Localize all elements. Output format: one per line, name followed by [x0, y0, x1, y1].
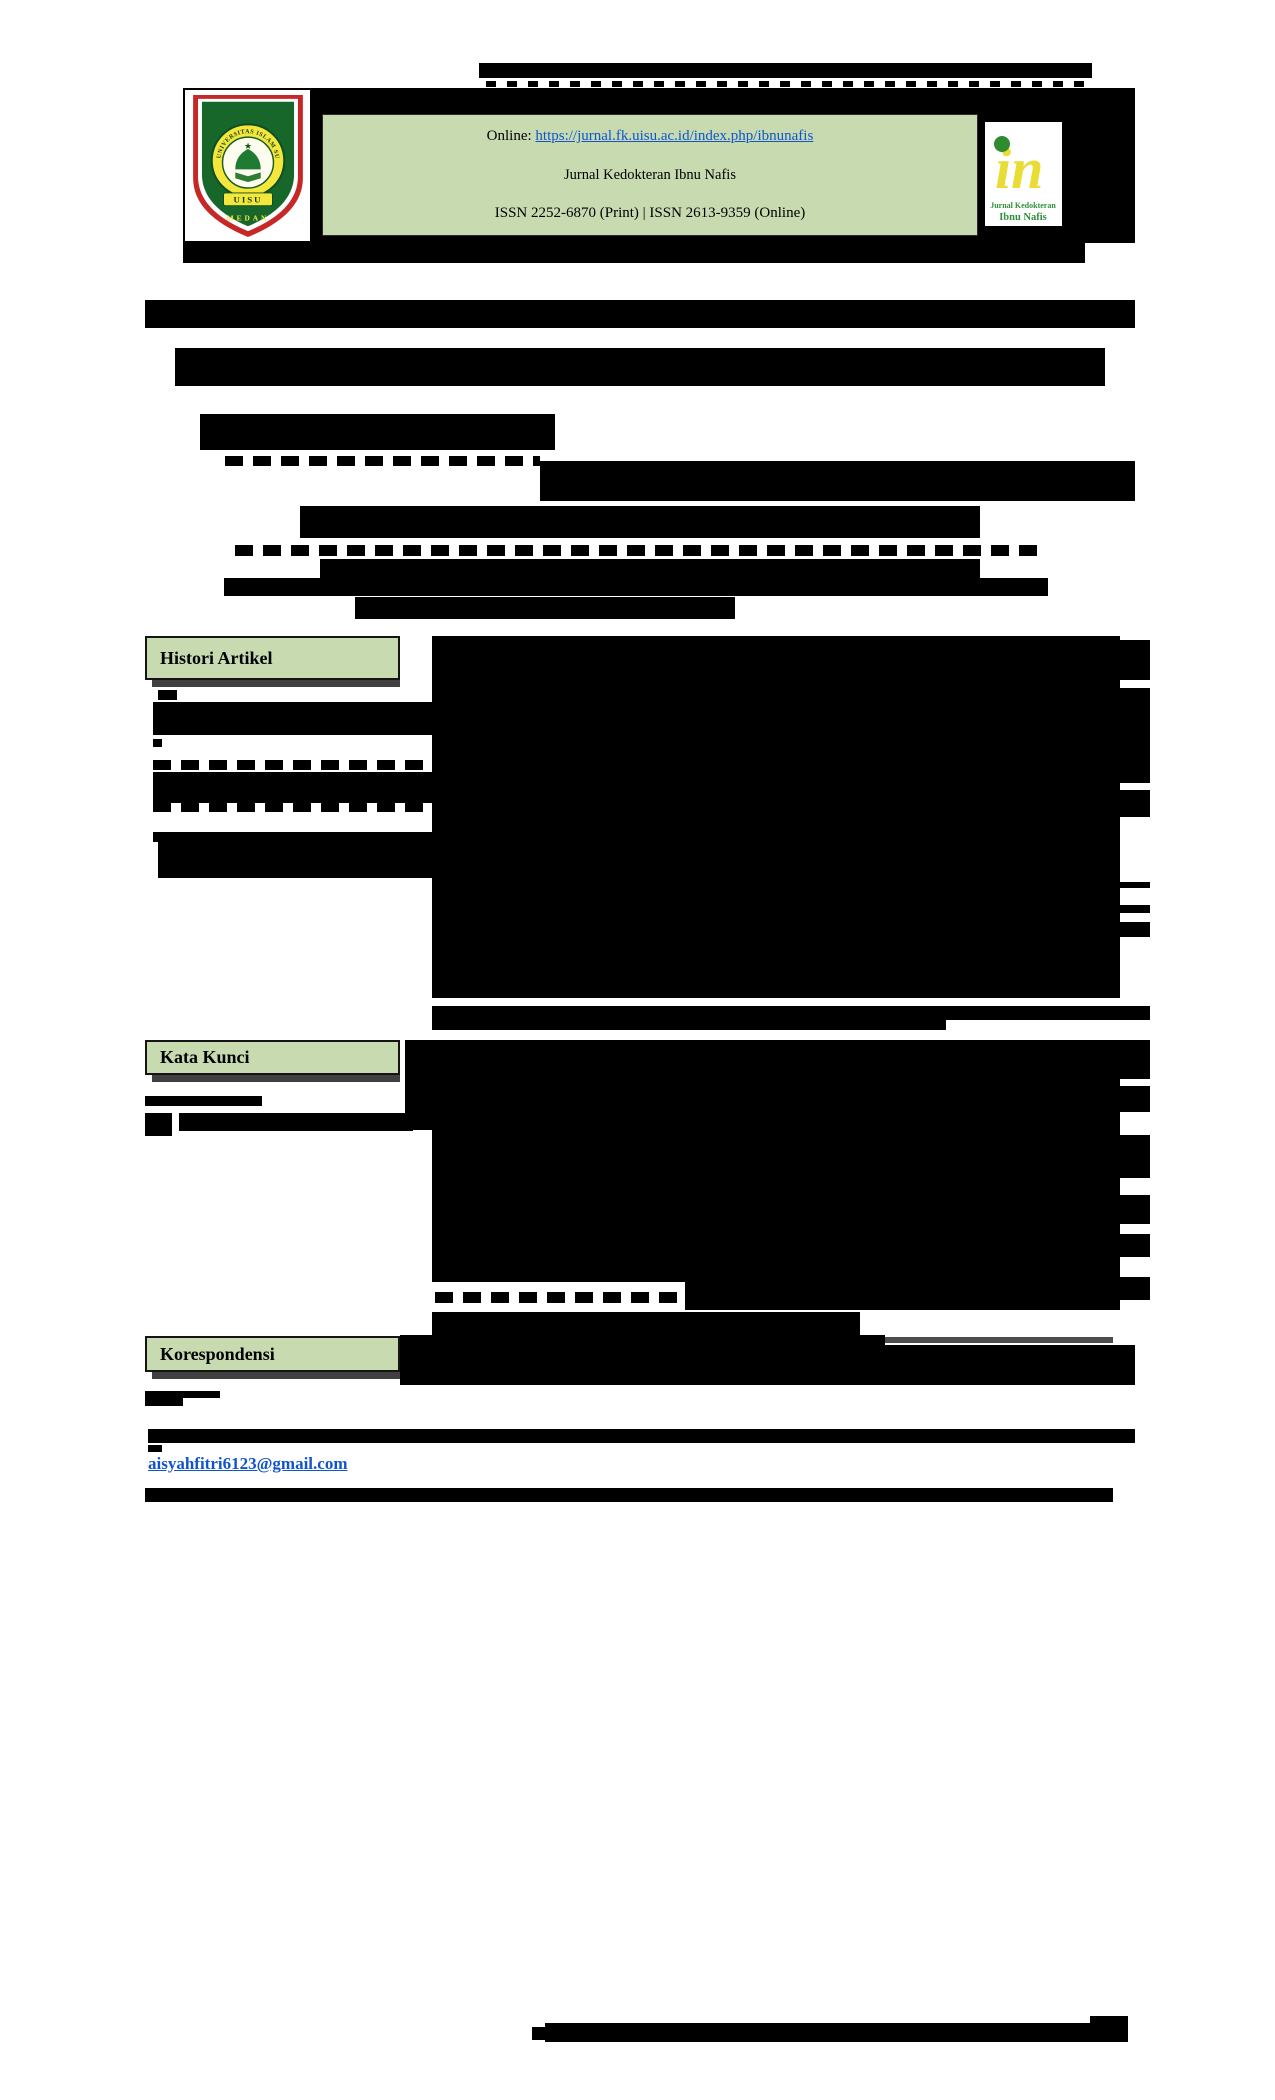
redaction-dashes: [225, 456, 540, 466]
redaction-correspondence-line: [148, 1445, 162, 1452]
redaction-abstract-en: [685, 1282, 1120, 1310]
redaction-dashes: [153, 803, 432, 812]
redaction-page-number: [1090, 2016, 1128, 2042]
in-logo-subtitle1: Jurnal Kedokteran: [990, 201, 1056, 210]
redaction-abstract-en: [432, 1040, 1120, 1282]
redaction-abstract-id: [1120, 922, 1150, 937]
redaction-keyword: [179, 1113, 413, 1131]
uisu-shield-icon: UNIVERSITAS ISLAM SUMATERA UTARA ★ UISU …: [189, 92, 303, 238]
section-label: Histori Artikel: [160, 647, 273, 668]
section-label: Korespondensi: [160, 1343, 275, 1364]
section-korespondensi: Korespondensi: [145, 1336, 400, 1372]
ibnu-nafis-logo: in Jurnal Kedokteran Ibnu Nafis: [985, 122, 1062, 226]
star-icon: ★: [244, 141, 252, 151]
redaction-history-item: [158, 842, 432, 878]
journal-url-link[interactable]: https://jurnal.fk.uisu.ac.id/index.php/i…: [535, 128, 814, 144]
redaction-abstract-id: [432, 1018, 946, 1030]
section-box-shadow: [152, 1372, 400, 1379]
redaction-abstract-en: [1120, 1040, 1150, 1079]
ibnu-nafis-logo-icon: in Jurnal Kedokteran Ibnu Nafis: [985, 122, 1062, 226]
redaction-abstract-id: [1120, 905, 1150, 913]
online-line: Online: https://jurnal.fk.uisu.ac.id/ind…: [333, 128, 967, 145]
redaction-abstract-en: [1120, 1135, 1150, 1178]
redaction-abstract-id: [1120, 810, 1150, 817]
section-box-shadow: [152, 1075, 400, 1082]
book-icon: [234, 172, 261, 183]
redaction-footer: [532, 2027, 547, 2040]
redaction-dashes: [235, 545, 1045, 556]
redaction-history-item: [153, 832, 432, 842]
redaction-affiliation-4: [355, 597, 735, 619]
redaction-abstract-en: [405, 1040, 432, 1130]
redaction-keyword: [145, 1113, 172, 1136]
journal-name: Jurnal Kedokteran Ibnu Nafis: [564, 166, 736, 183]
redaction-correspondence: [145, 1391, 220, 1398]
redaction-correspondence-line: [148, 1429, 1135, 1443]
uisu-ribbon-text: UISU: [233, 195, 262, 205]
uisu-logo: UNIVERSITAS ISLAM SUMATERA UTARA ★ UISU …: [185, 90, 310, 241]
email-link[interactable]: aisyahfitri6123@gmail.com: [148, 1454, 348, 1473]
redaction-abstract-id: [1120, 790, 1150, 810]
redaction-gray-line: [885, 1337, 1113, 1343]
redaction-history-item: [153, 739, 162, 747]
redaction-dashes: [153, 760, 432, 770]
redaction-abstract-id: [432, 1006, 1150, 1020]
redaction-bar: [479, 63, 1092, 78]
redaction-abstract-en: [1120, 1086, 1150, 1112]
redaction-affiliation-1: [300, 506, 980, 538]
redaction-correspondence: [145, 1398, 183, 1406]
mosque-dome-icon: [234, 148, 261, 170]
redaction-article-title: [175, 348, 1105, 386]
uisu-city-text: MEDAN: [226, 213, 268, 222]
correspondence-email: aisyahfitri6123@gmail.com: [148, 1454, 347, 1474]
header-bottom-band: [183, 243, 1085, 263]
section-kata-kunci: Kata Kunci: [145, 1040, 400, 1075]
redaction-footer: [545, 2023, 1090, 2042]
redaction-history-item: [153, 772, 432, 803]
redaction-authors-1: [200, 414, 555, 450]
redaction-cite-line: [145, 1488, 1113, 1502]
redaction-abstract-en: [432, 1312, 860, 1336]
redaction-history-item: [153, 702, 432, 735]
redaction-abstract-en: [1120, 1195, 1150, 1224]
redaction-affiliation-3: [224, 578, 1048, 596]
redaction-abstract-en: [1120, 1234, 1150, 1257]
redaction-abstract-id: [1120, 882, 1150, 888]
redaction-section-heading: [145, 300, 1135, 328]
section-histori-artikel: Histori Artikel: [145, 636, 400, 680]
redaction-dashes: [435, 1292, 685, 1303]
section-label: Kata Kunci: [160, 1047, 250, 1067]
in-logo-dot: [994, 136, 1010, 152]
journal-info-box: Online: https://jurnal.fk.uisu.ac.id/ind…: [322, 114, 978, 236]
redaction-correspondence: [400, 1345, 1135, 1385]
issn-line: ISSN 2252-6870 (Print) | ISSN 2613-9359 …: [494, 205, 806, 221]
redaction-abstract-en: [1120, 1277, 1150, 1300]
redaction-keyword: [145, 1096, 262, 1106]
section-box-shadow: [152, 680, 400, 687]
redaction-authors-2: [540, 461, 1135, 501]
in-logo-subtitle2: Ibnu Nafis: [999, 212, 1047, 223]
redaction-abstract-id: [1120, 688, 1150, 783]
online-label: Online:: [486, 128, 532, 144]
redaction-dashes: [486, 81, 1092, 87]
redaction-correspondence: [400, 1335, 885, 1345]
redaction-abstract-id: [432, 636, 1120, 998]
redaction-abstract-id: [1120, 640, 1150, 680]
redaction-history-item: [158, 690, 177, 700]
